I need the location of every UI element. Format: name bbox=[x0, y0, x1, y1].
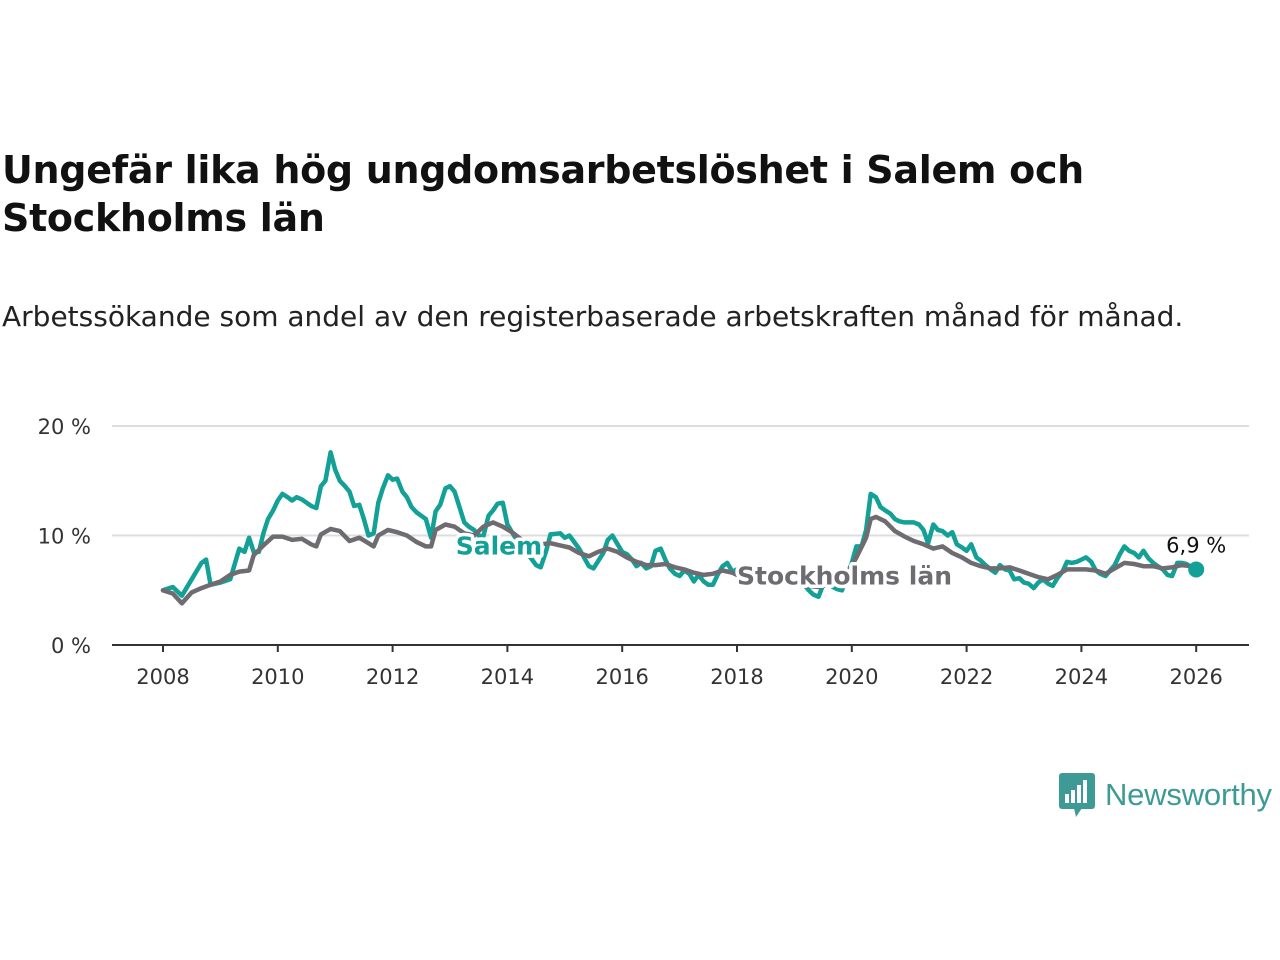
x-tick-label: 2014 bbox=[481, 665, 534, 689]
y-tick-label: 0 % bbox=[51, 634, 91, 658]
y-tick-label: 20 % bbox=[38, 415, 91, 439]
series-line-salem bbox=[160, 450, 1199, 600]
bar-chart-speech-bubble-icon bbox=[1059, 773, 1095, 817]
x-tick-label: 2020 bbox=[825, 665, 878, 689]
x-tick-label: 2018 bbox=[710, 665, 763, 689]
x-tick-label: 2016 bbox=[595, 665, 648, 689]
x-tick-label: 2010 bbox=[251, 665, 304, 689]
chart-title: Ungefär lika hög ungdomsarbetslöshet i S… bbox=[2, 148, 1084, 240]
x-tick-label: 2022 bbox=[940, 665, 993, 689]
x-tick-label: 2012 bbox=[366, 665, 419, 689]
x-tick-label: 2008 bbox=[136, 665, 189, 689]
x-tick-label: 2026 bbox=[1169, 665, 1222, 689]
series-label-salem: Salem bbox=[456, 531, 542, 560]
brand-logo: Newsworthy bbox=[1058, 772, 1272, 818]
brand-name: Newsworthy bbox=[1105, 777, 1272, 812]
series-line-stockholms-lan bbox=[160, 514, 1199, 606]
chart-subtitle: Arbetssökande som andel av den registerb… bbox=[2, 300, 1184, 333]
gridlines: 0 % 10 % 20 % bbox=[38, 415, 1249, 658]
x-tick-label: 2024 bbox=[1055, 665, 1108, 689]
series-label-stockholms-lan: Stockholms län bbox=[737, 561, 952, 590]
line-chart: 0 % 10 % 20 % 2008 2010 2012 2014 2016 2018 2020… bbox=[38, 415, 1249, 689]
end-value-label: 6,9 % bbox=[1166, 533, 1226, 557]
y-tick-label: 10 % bbox=[38, 525, 91, 549]
series-labels: Salem Stockholms län 6,9 % bbox=[452, 528, 1226, 594]
series-lines bbox=[160, 450, 1199, 606]
x-axis: 2008 2010 2012 2014 2016 2018 2020 2022 2024 2026 bbox=[112, 644, 1249, 689]
end-point-marker bbox=[1188, 561, 1205, 578]
